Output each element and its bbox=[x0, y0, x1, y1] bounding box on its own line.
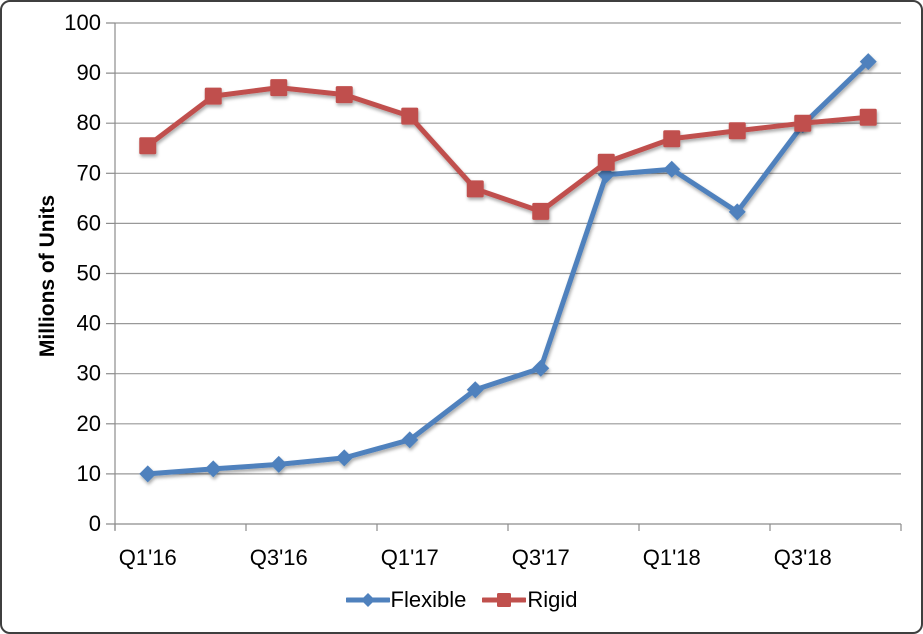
svg-text:Q1'18: Q1'18 bbox=[643, 545, 701, 570]
svg-text:Q3'17: Q3'17 bbox=[512, 545, 570, 570]
legend-label-flexible: Flexible bbox=[390, 587, 467, 612]
svg-text:70: 70 bbox=[77, 160, 101, 185]
svg-text:30: 30 bbox=[77, 361, 101, 386]
svg-text:60: 60 bbox=[77, 210, 101, 235]
svg-text:Q3'16: Q3'16 bbox=[250, 545, 308, 570]
svg-text:Q1'16: Q1'16 bbox=[119, 545, 177, 570]
line-diamond-icon bbox=[345, 593, 390, 607]
legend-item-flexible: Flexible bbox=[345, 587, 467, 613]
svg-text:80: 80 bbox=[77, 110, 101, 135]
svg-text:100: 100 bbox=[64, 10, 101, 35]
legend: Flexible Rigid bbox=[2, 587, 921, 613]
svg-text:0: 0 bbox=[89, 511, 101, 536]
svg-text:20: 20 bbox=[77, 411, 101, 436]
svg-text:Q1'17: Q1'17 bbox=[381, 545, 439, 570]
legend-label-rigid: Rigid bbox=[527, 587, 578, 612]
svg-text:Q3'18: Q3'18 bbox=[774, 545, 832, 570]
y-axis-title: Millions of Units bbox=[36, 194, 59, 358]
svg-text:10: 10 bbox=[77, 461, 101, 486]
legend-item-rigid: Rigid bbox=[482, 587, 577, 613]
line-square-icon bbox=[482, 593, 527, 607]
svg-text:40: 40 bbox=[77, 311, 101, 336]
svg-text:50: 50 bbox=[77, 261, 101, 286]
svg-text:90: 90 bbox=[77, 60, 101, 85]
